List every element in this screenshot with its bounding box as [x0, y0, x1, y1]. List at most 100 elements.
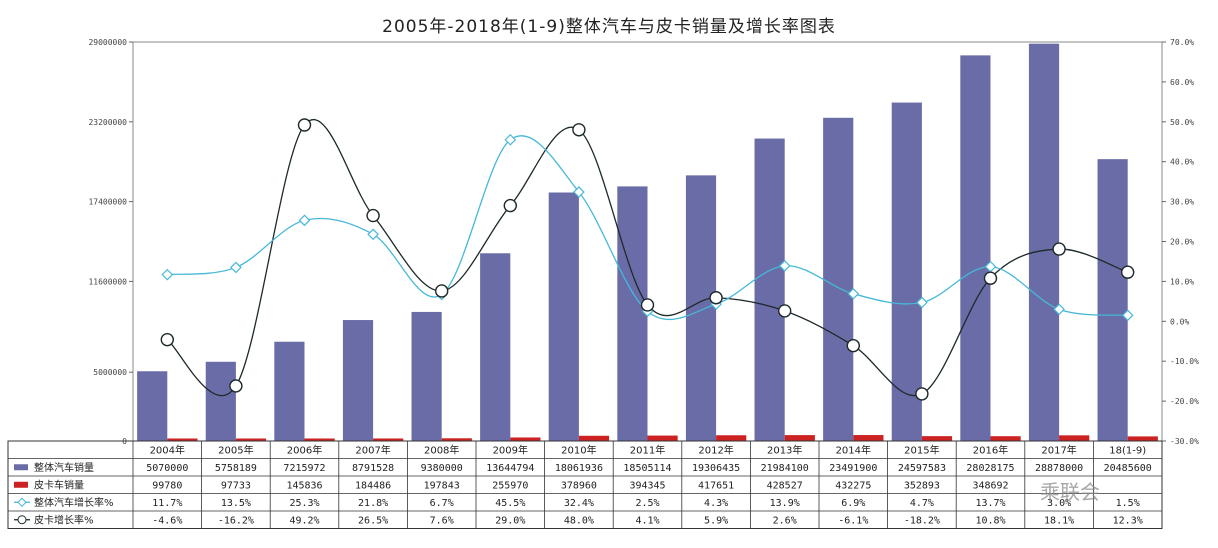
- category-label: 2006年: [287, 444, 322, 457]
- point-pickup-growth: [1120, 265, 1135, 279]
- legend-entry: 皮卡车销量: [34, 478, 84, 491]
- point-pickup-growth: [640, 298, 655, 312]
- table-cell: 28878000: [1035, 463, 1083, 474]
- table-cell: 255970: [492, 480, 528, 491]
- table-cell: 48.0%: [564, 515, 594, 526]
- point-pickup-growth: [160, 332, 175, 347]
- bar-pickup-sales: [373, 438, 404, 441]
- bar-overall-sales: [754, 138, 785, 441]
- table-cell: 13.5%: [221, 498, 251, 509]
- legend-swatch: [14, 481, 28, 488]
- right-axis-label: 10.0%: [1170, 277, 1194, 286]
- axes: 0500000011600000174000002320000029000000…: [88, 38, 1199, 446]
- category-label: 2010年: [561, 444, 596, 457]
- table-cell: 20485600: [1104, 463, 1152, 474]
- bar-overall-sales: [617, 186, 648, 441]
- table-cell: 99780: [152, 480, 182, 491]
- table-cell: 26.5%: [358, 515, 388, 526]
- bar-overall-sales: [823, 117, 854, 441]
- table-cell: 145836: [286, 480, 322, 491]
- table-cell: 11.7%: [152, 498, 182, 509]
- point-pickup-growth: [572, 123, 586, 137]
- table-cell: -18.2%: [904, 515, 940, 526]
- table-cell: 352893: [904, 480, 940, 491]
- right-axis-label: -10.0%: [1170, 357, 1199, 366]
- table-cell: 4.7%: [910, 498, 934, 509]
- table-cell: 1.5%: [1116, 498, 1140, 509]
- bar-overall-sales: [685, 175, 717, 441]
- category-label: 18(1-9): [1109, 446, 1146, 457]
- point-overall-growth: [230, 261, 242, 274]
- bar-overall-sales: [205, 361, 236, 441]
- point-pickup-growth: [1052, 242, 1066, 256]
- watermark-logo: 乘联会: [1040, 480, 1100, 504]
- left-axis-label: 29000000: [88, 38, 127, 47]
- bar-overall-sales: [891, 102, 922, 442]
- bar-pickup-sales: [853, 435, 884, 441]
- bars: [137, 43, 1158, 442]
- point-pickup-growth: [709, 291, 723, 305]
- table-cell: -6.1%: [838, 515, 868, 526]
- table-cell: 2.5%: [635, 498, 659, 509]
- table-cell: 3.0%: [1047, 498, 1071, 509]
- table-cell: 6.9%: [841, 498, 865, 509]
- table-cell: 394345: [629, 480, 665, 491]
- bar-pickup-sales: [1059, 435, 1090, 441]
- left-axis-label: 17400000: [88, 198, 127, 207]
- point-pickup-growth: [846, 338, 860, 353]
- category-label: 2012年: [698, 444, 733, 457]
- line-overall-growth: [167, 135, 1128, 321]
- table-cell: 197843: [424, 480, 460, 491]
- table-cell: 25.3%: [289, 498, 319, 509]
- table-cell: 184486: [355, 480, 391, 491]
- table-cell: 28028175: [966, 463, 1014, 474]
- point-overall-growth: [1121, 309, 1134, 322]
- table-cell: 5758189: [215, 463, 257, 474]
- bar-pickup-sales: [990, 436, 1021, 441]
- point-overall-growth: [161, 268, 174, 281]
- bar-pickup-sales: [304, 438, 335, 441]
- point-pickup-growth: [297, 118, 312, 132]
- category-label: 2009年: [493, 444, 528, 457]
- left-axis-label: 5000000: [93, 368, 127, 377]
- legend-entry: 皮卡增长率%: [34, 513, 94, 526]
- table-cell: 5.9%: [704, 515, 728, 526]
- table-cell: 428527: [767, 480, 803, 491]
- table-cell: 13.7%: [975, 498, 1005, 509]
- bar-pickup-sales: [1127, 436, 1158, 441]
- table-cell: 4.3%: [704, 498, 728, 509]
- table-cell: 24597583: [898, 463, 946, 474]
- table-cell: 8791528: [352, 463, 394, 474]
- bar-pickup-sales: [716, 435, 747, 441]
- point-overall-growth: [916, 296, 928, 309]
- point-pickup-growth: [915, 387, 929, 401]
- point-overall-growth: [298, 214, 311, 227]
- point-overall-growth: [573, 186, 585, 198]
- bar-pickup-sales: [235, 438, 267, 441]
- bar-pickup-sales: [510, 437, 541, 441]
- point-overall-growth: [847, 287, 860, 300]
- table-cell: -4.6%: [152, 515, 182, 526]
- table-cell: 45.5%: [495, 498, 525, 509]
- table-cell: 13644794: [486, 463, 534, 474]
- table-cell: 12.3%: [1113, 515, 1143, 526]
- bar-pickup-sales: [578, 435, 610, 441]
- table-cell: 9380000: [421, 463, 463, 474]
- table-cell: 378960: [561, 480, 597, 491]
- legend-entry: 整体汽车销量: [34, 461, 94, 474]
- table-cell: 97733: [221, 480, 251, 491]
- right-axis-label: -20.0%: [1170, 397, 1199, 406]
- table-cell: 49.2%: [289, 515, 319, 526]
- point-overall-growth: [504, 133, 517, 146]
- bar-overall-sales: [1028, 43, 1060, 441]
- bar-overall-sales: [480, 253, 511, 441]
- bar-pickup-sales: [441, 438, 472, 441]
- category-label: 2017年: [1041, 444, 1076, 457]
- category-label: 2011年: [630, 444, 665, 457]
- table-cell: 13.9%: [770, 498, 800, 509]
- bar-pickup-sales: [167, 438, 198, 441]
- chart-title: 2005年-2018年(1-9)整体汽车与皮卡销量及增长率图表: [382, 17, 836, 37]
- legend-entry: 整体汽车增长率%: [34, 496, 114, 509]
- table-cell: 18.1%: [1044, 515, 1074, 526]
